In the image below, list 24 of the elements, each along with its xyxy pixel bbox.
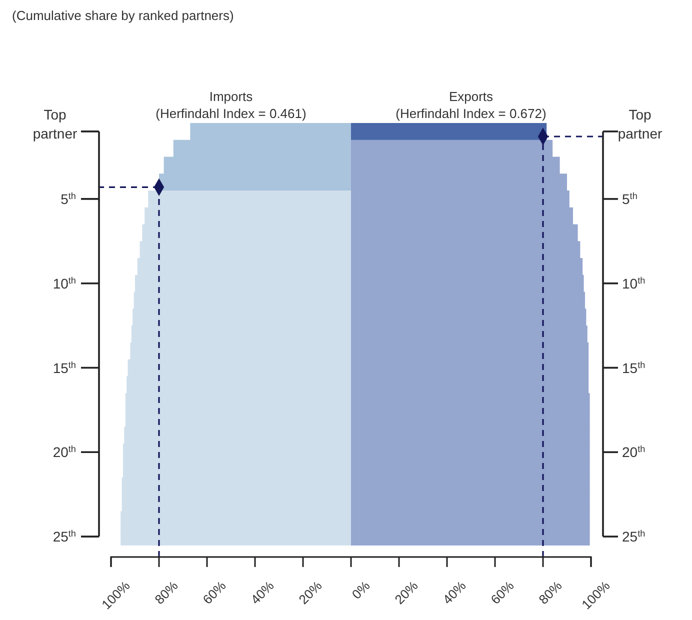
y-tick-label: Top partner	[618, 106, 663, 142]
series-label: Exports	[448, 89, 494, 104]
category-label: 10$^{th}$	[52, 275, 76, 292]
x-tick-label: 60%	[488, 578, 518, 608]
x-tick-label: 40%	[248, 578, 278, 608]
x-tick-label: 40%	[440, 578, 470, 608]
chart-title: (Cumulative share by ranked partners)	[12, 8, 234, 23]
text: (Herfindahl Index = 0.461)	[156, 106, 306, 121]
y-tick-label: 15$^{th}$	[622, 360, 646, 376]
y-tick-label: 25$^{th}$	[622, 528, 646, 545]
text: (Herfindahl Index = 0.672)	[396, 106, 546, 121]
x-tick-label: 60%	[200, 578, 230, 608]
category-label: 20$^{th}$	[52, 444, 76, 460]
x-tick-label: 80%	[536, 578, 566, 608]
x-tick-label: 0%	[348, 578, 374, 602]
series-label: Imports	[209, 89, 254, 104]
x-tick-label: 80%	[152, 578, 182, 608]
y-tick-label: 20$^{th}$	[622, 444, 646, 460]
category-label: 5$^{th}$	[60, 190, 76, 207]
category-label: 25$^{th}$	[52, 528, 76, 545]
category-label: 15$^{th}$	[52, 360, 76, 376]
y-tick-label: 10$^{th}$	[622, 275, 646, 292]
category-label: Top partner	[32, 106, 78, 142]
y-tick-label: 5$^{th}$	[622, 190, 638, 207]
